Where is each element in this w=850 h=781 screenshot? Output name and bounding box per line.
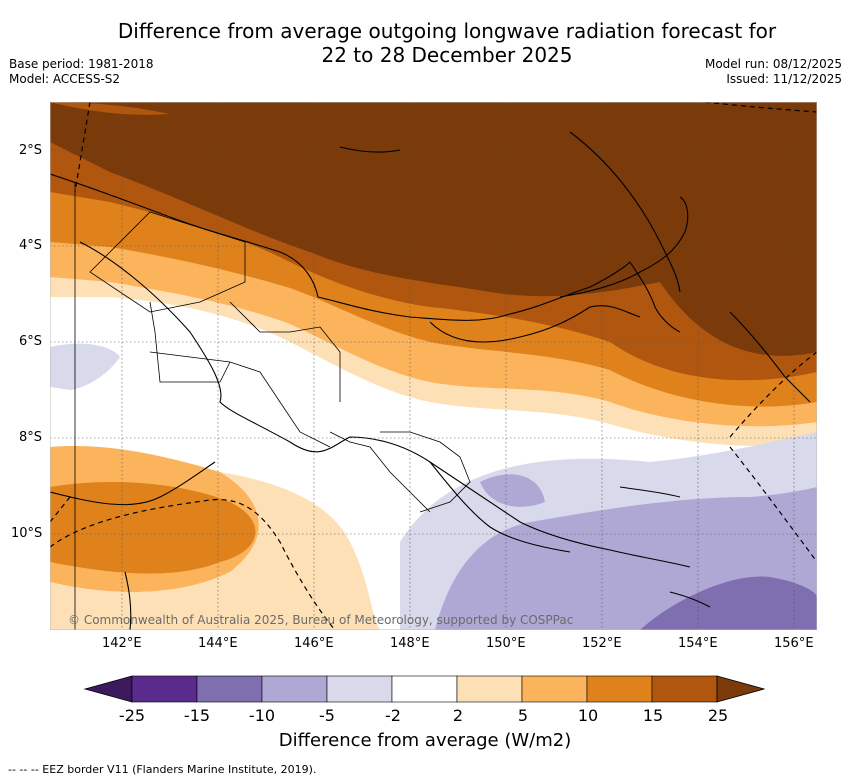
graticule	[50, 102, 817, 630]
colorbar-title: Difference from average (W/m2)	[278, 730, 572, 751]
province-borders	[74, 182, 471, 630]
colorbar-extend-min	[83, 675, 133, 703]
colorbar-extend-max	[716, 675, 766, 703]
colorbar-segment	[391, 675, 458, 703]
lon-label: 154°E	[678, 636, 718, 651]
band-west-orange-2	[50, 482, 256, 574]
colorbar-tick-label: -25	[118, 706, 146, 725]
band-max	[50, 102, 817, 356]
band-neg-10-15	[640, 576, 817, 630]
lon-label: 152°E	[582, 636, 622, 651]
lat-label: 8°S	[19, 430, 43, 445]
colorbar-segment	[131, 675, 198, 703]
lon-label: 142°E	[102, 636, 142, 651]
meta-left: Base period: 1981-2018 Model: ACCESS-S2	[9, 57, 154, 87]
colorbar-tick-label: -2	[385, 706, 401, 725]
lat-label: 4°S	[19, 238, 43, 253]
lon-label: 156°E	[774, 636, 814, 651]
lon-label: 150°E	[486, 636, 526, 651]
colorbar-segment	[261, 675, 328, 703]
eez-borders	[50, 102, 817, 630]
colorbar-segment	[651, 675, 718, 703]
title-line-1: Difference from average outgoing longwav…	[117, 19, 777, 43]
colorbar-segment	[326, 675, 393, 703]
colorbar-tick-label: -5	[319, 706, 335, 725]
base-period: Base period: 1981-2018	[9, 57, 154, 71]
band-top-strip	[50, 102, 170, 115]
colorbar-segment	[196, 675, 263, 703]
copyright-credit: © Commonwealth of Australia 2025, Bureau…	[68, 613, 574, 627]
title-line-2: 22 to 28 December 2025	[321, 43, 573, 67]
colorbar-tick-label: 5	[517, 706, 529, 725]
lat-label: 10°S	[11, 526, 43, 541]
meta-right: Model run: 08/12/2025 Issued: 11/12/2025	[705, 57, 842, 87]
lat-label: 2°S	[19, 143, 43, 158]
model-run: Model run: 08/12/2025	[704, 57, 842, 71]
model-name: Model: ACCESS-S2	[9, 72, 121, 86]
colorbar-segment	[456, 675, 523, 703]
issued-date: Issued: 11/12/2025	[726, 72, 842, 86]
eez-legend: -- -- -- EEZ border V11 (Flanders Marine…	[8, 763, 317, 776]
colorbar-tick-label: 10	[577, 706, 599, 725]
colorbar-tick-label: -10	[248, 706, 276, 725]
band-neg-5-10b	[480, 474, 545, 507]
band-south-pale	[50, 472, 380, 630]
lat-label: 6°S	[19, 334, 43, 349]
colorbar-tick-label: -15	[183, 706, 211, 725]
lon-label: 144°E	[198, 636, 238, 651]
colorbar-tick-label: 25	[707, 706, 729, 725]
colorbar-tick-label: 2	[452, 706, 464, 725]
colorbar-segment	[586, 675, 653, 703]
band-west-purple	[50, 343, 120, 390]
colorbar	[83, 675, 766, 703]
coastlines	[50, 131, 811, 630]
lon-label: 148°E	[390, 636, 430, 651]
lon-label: 146°E	[294, 636, 334, 651]
olr-anomaly-map	[50, 102, 817, 630]
colorbar-segment	[521, 675, 588, 703]
colorbar-tick-label: 15	[642, 706, 664, 725]
